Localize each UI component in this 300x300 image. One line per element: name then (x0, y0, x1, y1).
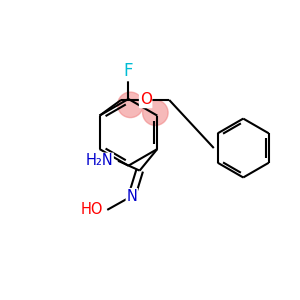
Circle shape (118, 92, 143, 118)
Circle shape (142, 100, 168, 125)
Text: N: N (126, 189, 137, 204)
Text: O: O (140, 92, 152, 107)
Text: HO: HO (81, 202, 103, 217)
Text: F: F (124, 62, 133, 80)
Text: H₂N: H₂N (85, 153, 113, 168)
